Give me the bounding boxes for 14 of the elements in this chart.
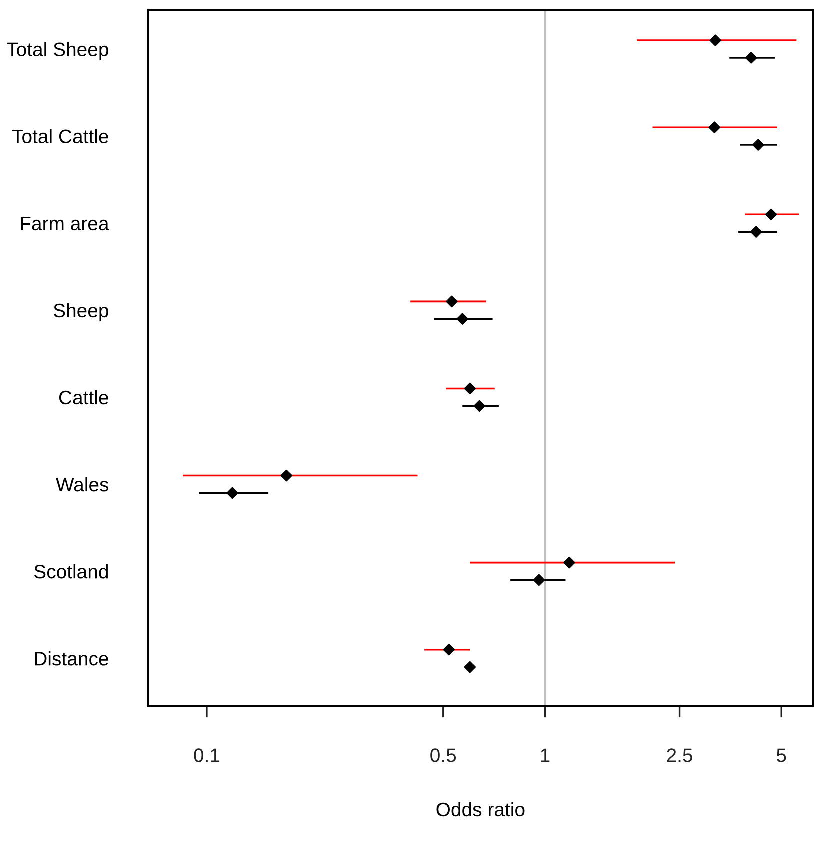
y-tick-label: Wales	[56, 477, 109, 492]
x-axis-title: Odds ratio	[436, 802, 525, 817]
y-tick-label: Distance	[35, 652, 108, 666]
x-tick-label: 1	[541, 748, 550, 762]
y-tick-label: Cattle	[59, 390, 108, 405]
x-tick-label: 0.5	[430, 748, 456, 762]
x-tick-label: 5	[776, 748, 786, 762]
x-tick-label: 0.1	[194, 748, 220, 762]
y-tick-label: Farm area	[21, 217, 110, 231]
y-tick-label: Total Sheep	[7, 42, 108, 60]
y-tick-label: Sheep	[54, 303, 108, 322]
y-tick-label: Scotland	[34, 564, 108, 579]
y-tick-label: Total Cattle	[12, 129, 108, 144]
x-tick-label: 2.5	[667, 748, 692, 762]
